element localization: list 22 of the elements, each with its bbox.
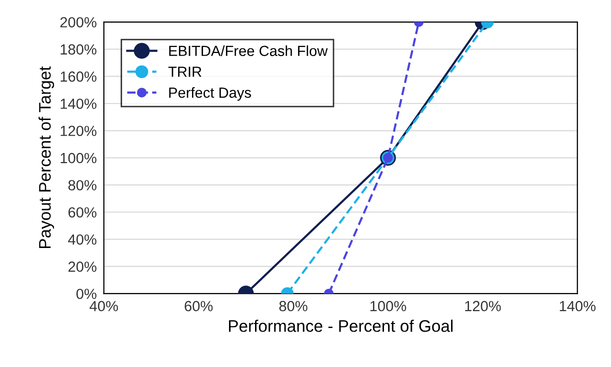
x-axis-title: Performance - Percent of Goal	[228, 320, 453, 332]
x-tick-label: 100%	[370, 300, 406, 312]
y-tick-label: 200%	[60, 17, 96, 28]
y-tick-label: 60%	[68, 207, 96, 218]
legend-label: TRIR	[168, 66, 202, 77]
y-axis-title: Payout Percent of Target	[38, 66, 54, 248]
x-tick-label: 60%	[184, 300, 213, 312]
y-tick-label: 80%	[68, 180, 96, 190]
y-tick-label: 40%	[68, 234, 96, 245]
y-tick-label: 0%	[76, 288, 96, 300]
y-tick-label: 180%	[60, 44, 96, 55]
x-tick-label: 140%	[560, 300, 596, 312]
x-tick-label: 120%	[465, 300, 501, 312]
y-tick-label: 140%	[60, 98, 96, 109]
legend-label: Perfect Days	[169, 87, 251, 101]
x-tick-label: 80%	[279, 300, 308, 312]
y-tick-label: 120%	[60, 126, 96, 136]
y-tick-label: 100%	[60, 152, 96, 164]
y-tick-label: 160%	[60, 71, 96, 82]
x-tick-label: 40%	[90, 300, 118, 312]
y-tick-label: 20%	[68, 262, 96, 272]
legend-label: EBITDA/Free Cash Flow	[169, 45, 328, 56]
